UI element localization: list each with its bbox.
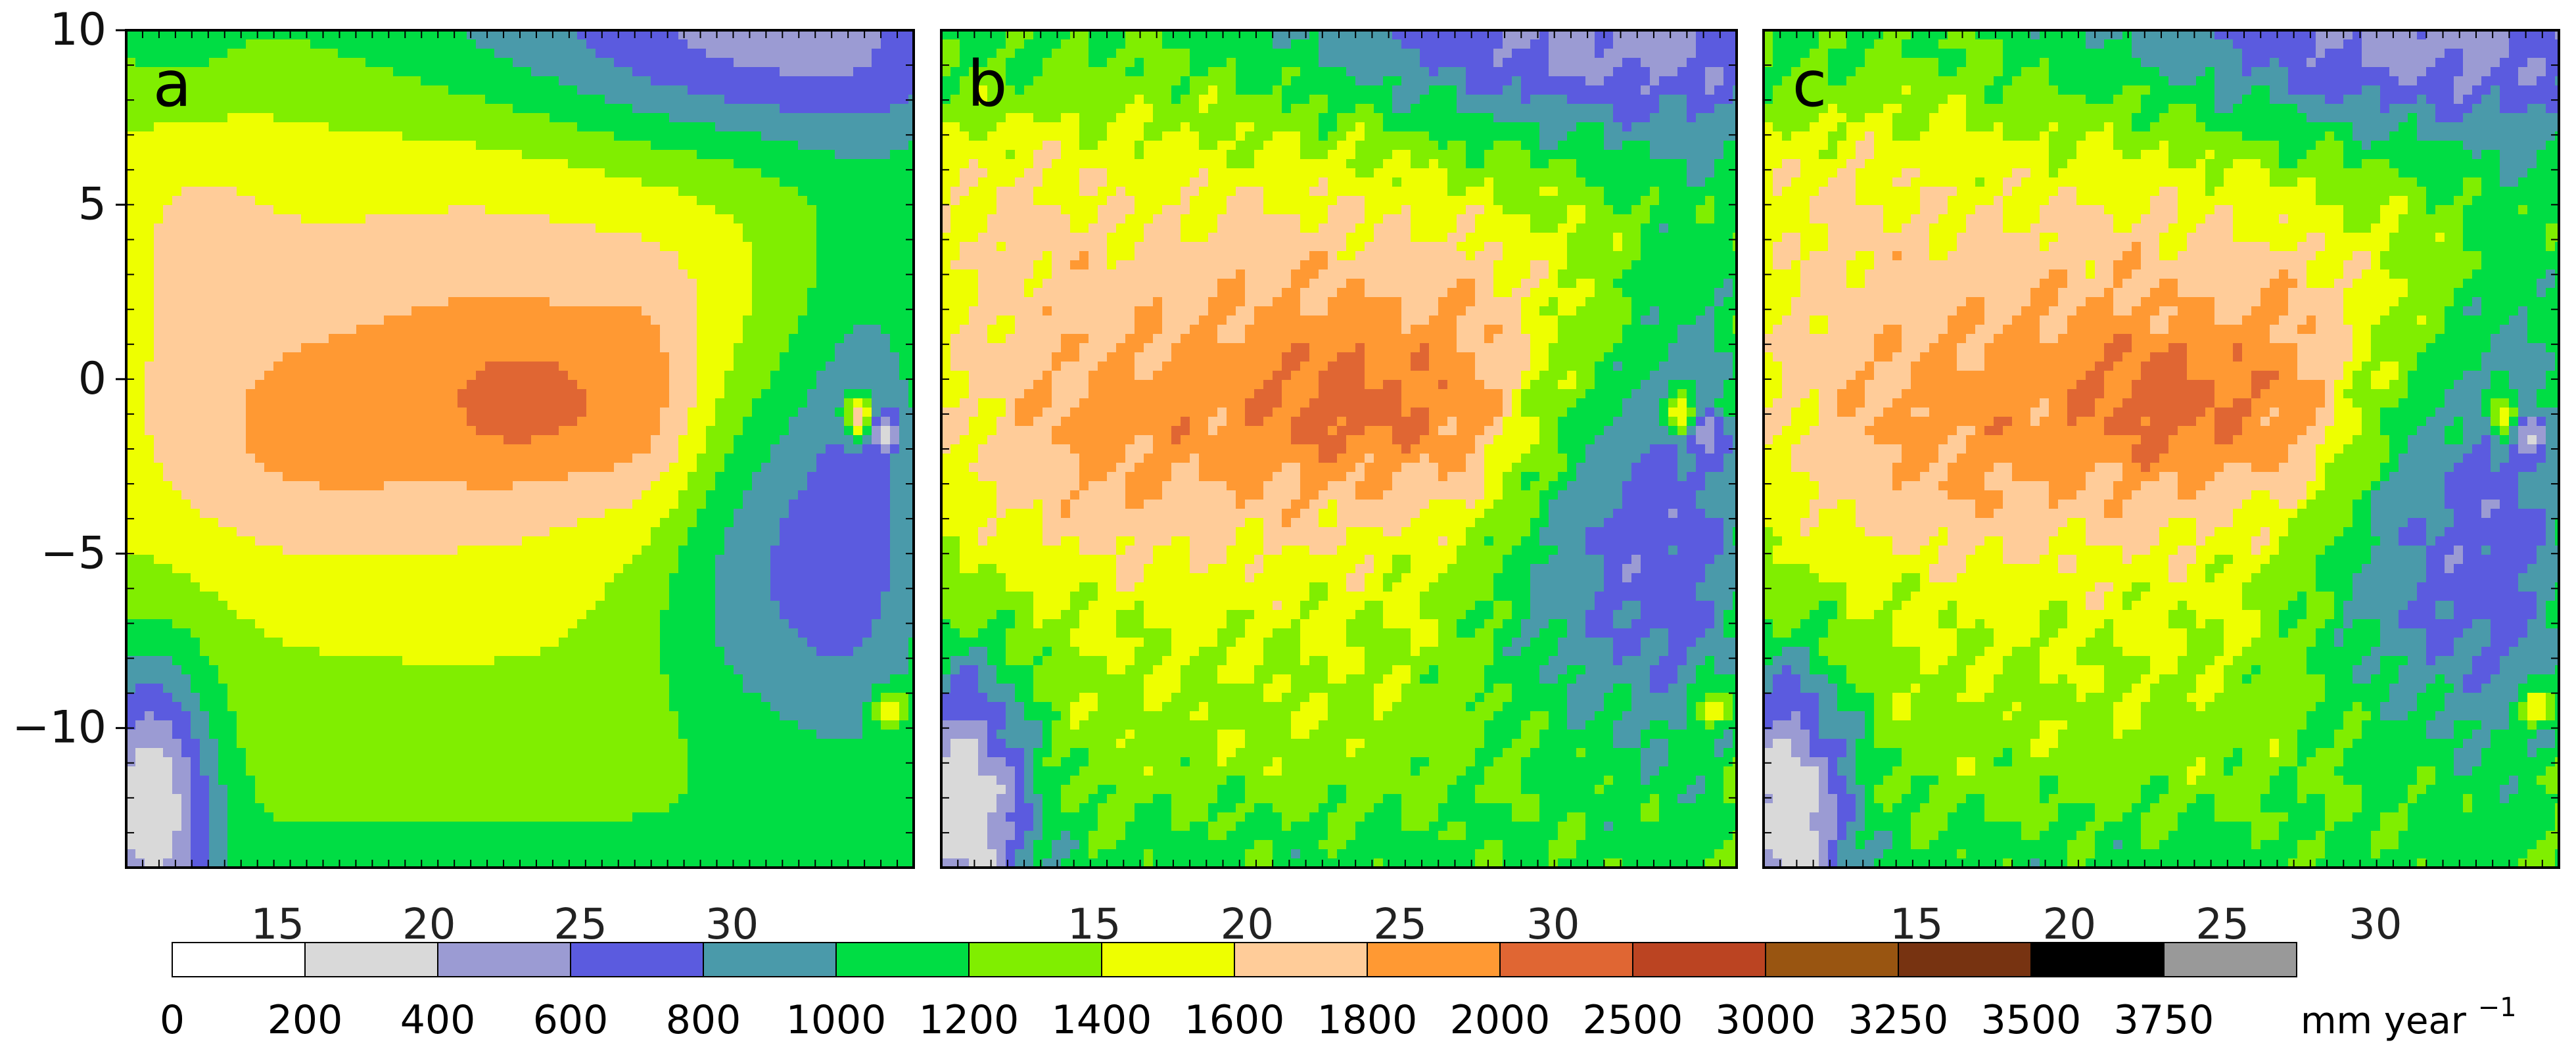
panel-label: a xyxy=(153,47,192,121)
colorbar-tick-label: 2500 xyxy=(1583,997,1683,1043)
y-tick-label: 10 xyxy=(49,4,106,56)
colorbar-tick-label: 3750 xyxy=(2114,997,2214,1043)
colorbar-swatch xyxy=(1101,942,1235,977)
colorbar-tick-label: 200 xyxy=(268,997,343,1043)
colorbar-tick-label: 400 xyxy=(400,997,476,1043)
colorbar-swatch xyxy=(1367,942,1501,977)
colorbar: 0 200 400 600 800 1000 1200 1400 1600 1800 2000 250… xyxy=(160,942,2517,1043)
colorbar-swatch xyxy=(835,942,970,977)
x-tick-label: 20 xyxy=(1221,900,1274,949)
panel-b: b 15 20 25 30 xyxy=(940,29,1738,949)
colorbar-swatch xyxy=(968,942,1102,977)
colorbar-tick-label: 0 xyxy=(160,997,185,1043)
x-tick-label: 25 xyxy=(553,900,607,949)
panel-a: a 15 20 25 30 xyxy=(125,29,915,949)
panel-c: c 15 20 25 30 xyxy=(1762,29,2560,949)
colorbar-tick-label: 1000 xyxy=(786,997,887,1043)
x-tick-label: 25 xyxy=(2195,900,2249,949)
colorbar-unit-exponent: −1 xyxy=(2478,993,2517,1023)
colorbar-swatch xyxy=(1765,942,1899,977)
y-tick-label: −10 xyxy=(12,702,106,754)
colorbar-swatch xyxy=(703,942,837,977)
colorbar-tick-label: 800 xyxy=(666,997,741,1043)
colorbar-tick-label: 3500 xyxy=(1981,997,2082,1043)
colorbar-tick-label: 1600 xyxy=(1184,997,1285,1043)
colorbar-swatch xyxy=(2163,942,2297,977)
x-tick-label: 20 xyxy=(2043,900,2096,949)
colorbar-tick-label: 2000 xyxy=(1450,997,1551,1043)
x-tick-label: 25 xyxy=(1373,900,1426,949)
colorbar-tick-label: 1400 xyxy=(1052,997,1152,1043)
y-tick-label: −5 xyxy=(41,527,106,579)
x-tick-label: 20 xyxy=(402,900,456,949)
x-tick-label: 15 xyxy=(1067,900,1121,949)
colorbar-swatch xyxy=(304,942,438,977)
colorbar-tick-label: 1800 xyxy=(1317,997,1418,1043)
colorbar-tick-label: 1200 xyxy=(919,997,1019,1043)
x-tick-label: 15 xyxy=(1890,900,1943,949)
y-tick-label: 0 xyxy=(78,353,106,405)
x-tick-label: 15 xyxy=(251,900,304,949)
colorbar-unit: mm year −1 xyxy=(2301,993,2517,1042)
colorbar-swatch xyxy=(2030,942,2165,977)
colorbar-tick-label: 3250 xyxy=(1848,997,1949,1043)
x-tick-label: 30 xyxy=(2349,900,2402,949)
colorbar-swatch xyxy=(1632,942,1766,977)
colorbar-swatch xyxy=(437,942,571,977)
colorbar-tick-label: 600 xyxy=(533,997,609,1043)
colorbar-swatch xyxy=(1499,942,1633,977)
panel-label: c xyxy=(1792,47,1827,121)
colorbar-swatch xyxy=(570,942,704,977)
colorbar-swatch xyxy=(1234,942,1368,977)
x-tick-label: 30 xyxy=(705,900,759,949)
colorbar-swatch xyxy=(172,942,306,977)
colorbar-swatch xyxy=(1898,942,2032,977)
y-tick-label: 5 xyxy=(78,178,106,230)
panel-label: b xyxy=(968,47,1008,121)
x-tick-label: 30 xyxy=(1526,900,1580,949)
colorbar-tick-label: 3000 xyxy=(1716,997,1816,1043)
